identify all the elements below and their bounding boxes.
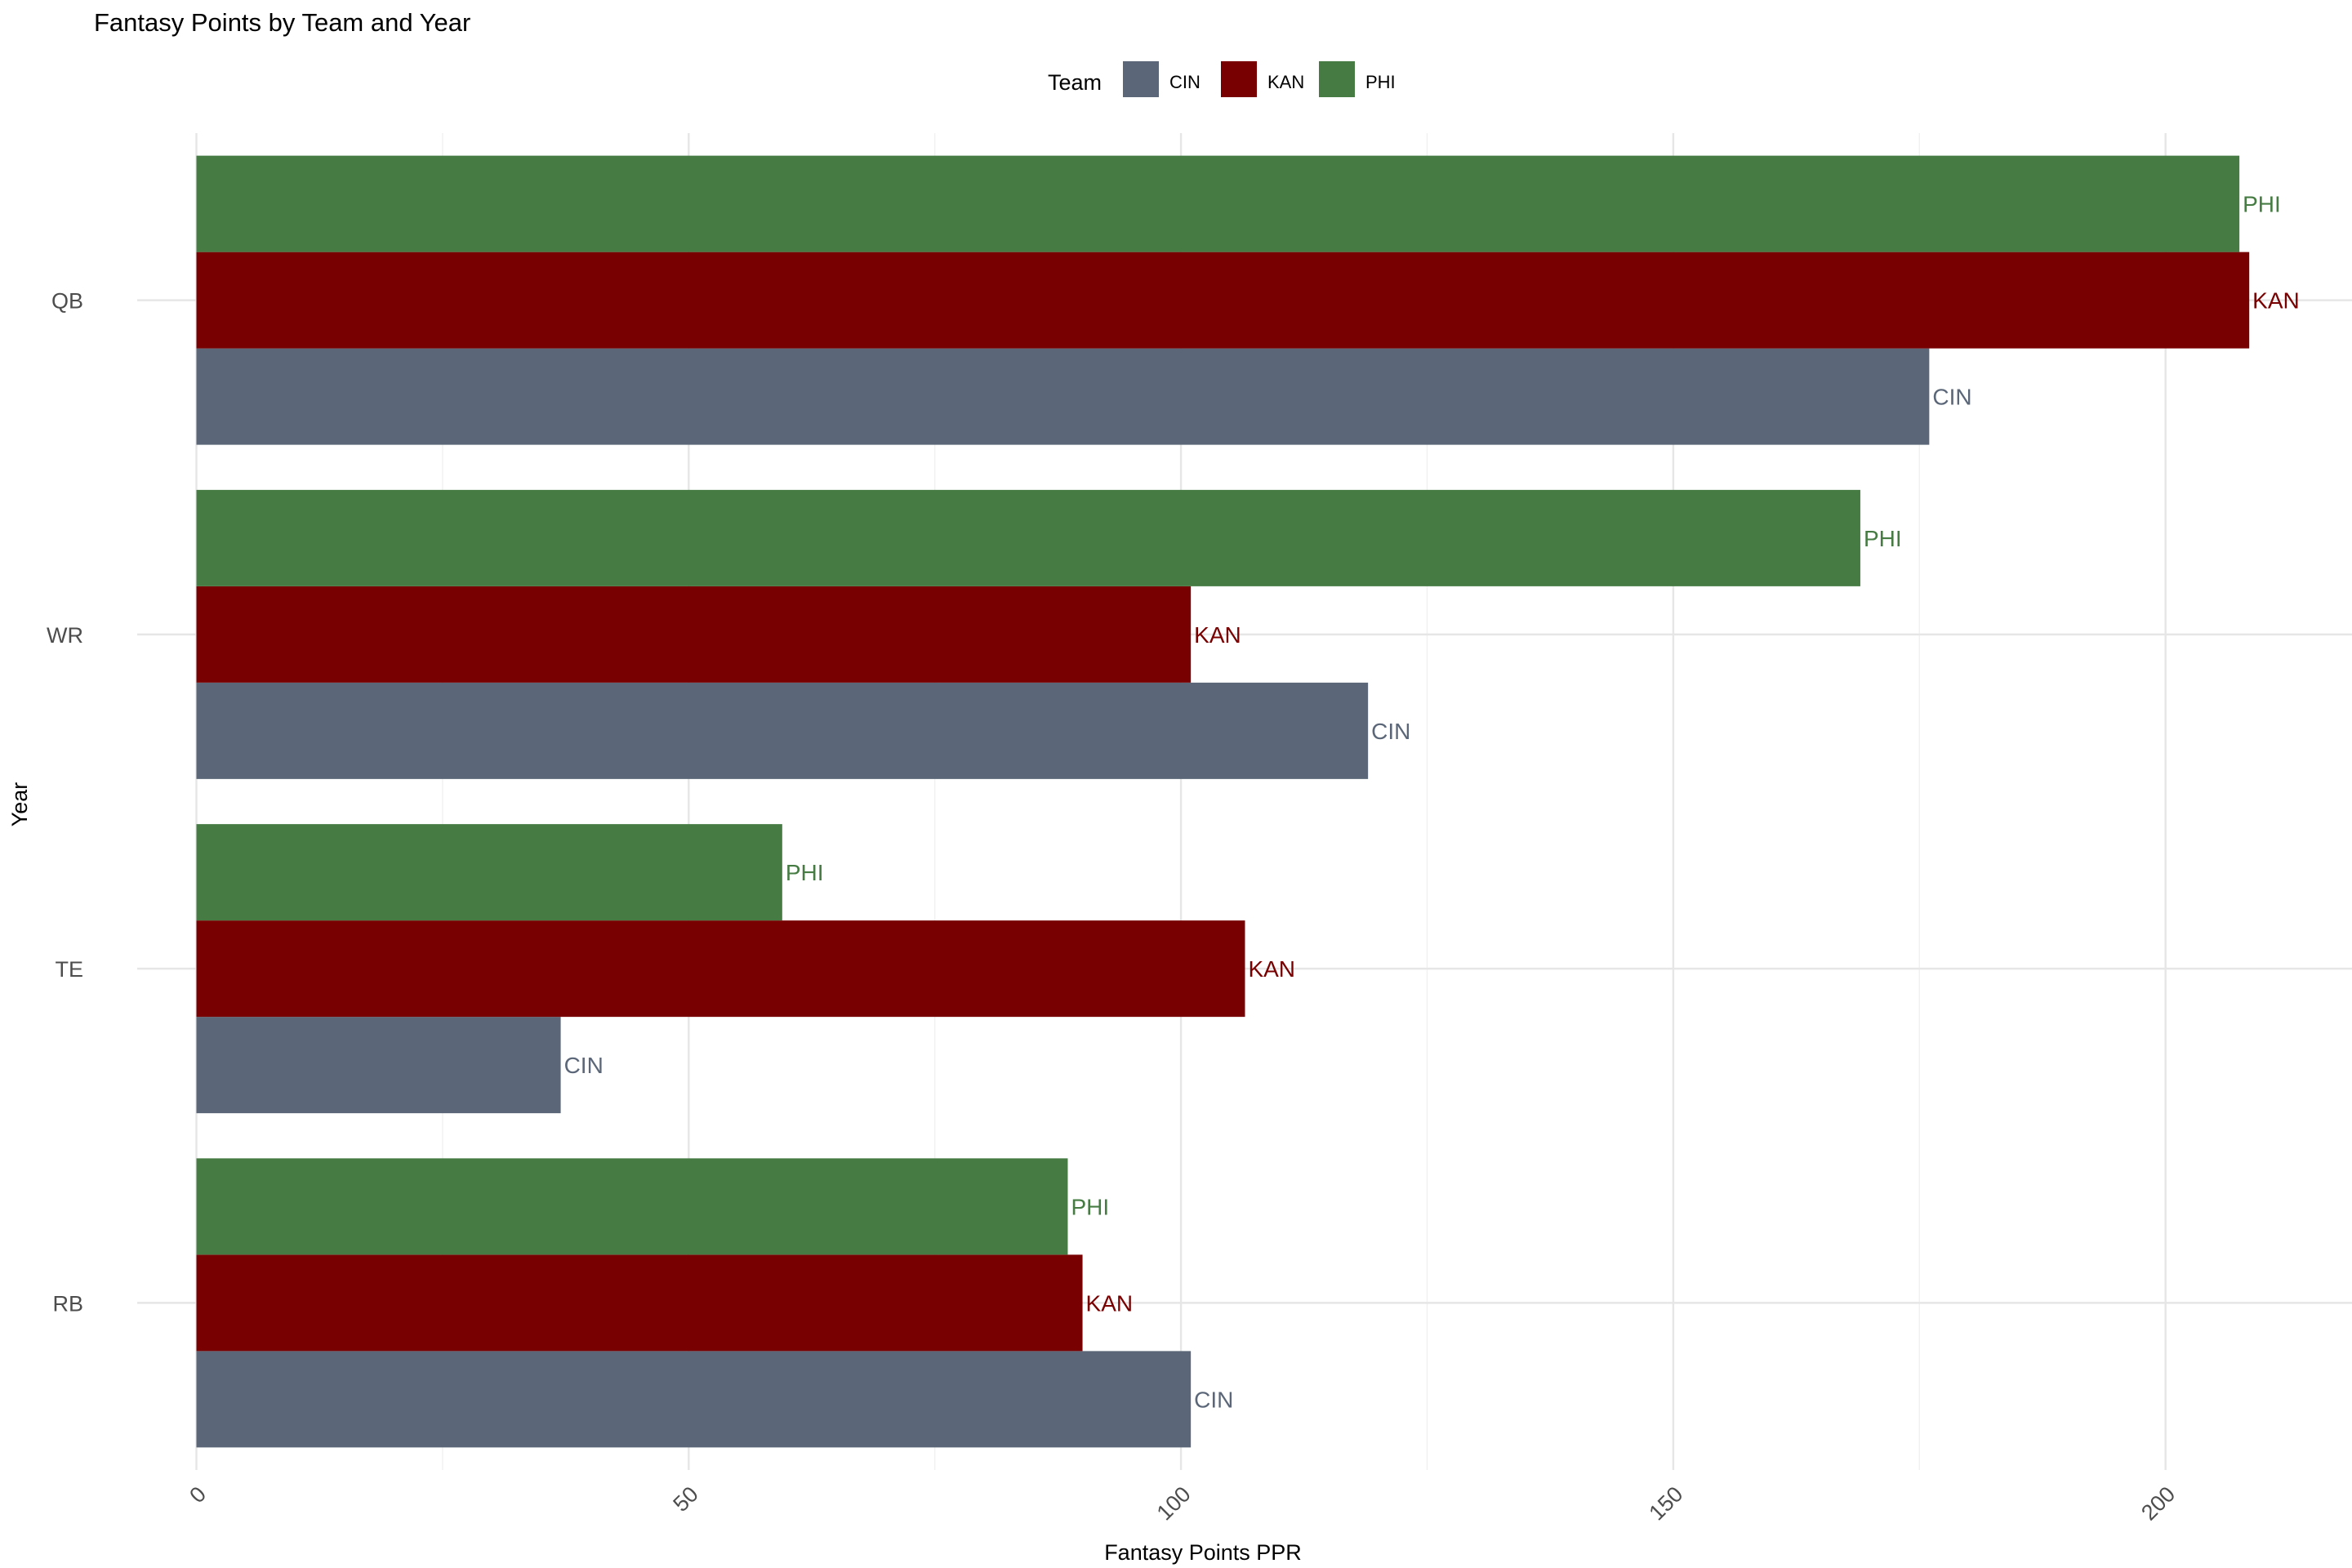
legend-swatch xyxy=(1123,61,1159,97)
legend: Team CIN KAN PHI xyxy=(1048,61,1396,97)
bar xyxy=(196,155,2240,252)
bar-data-label: PHI xyxy=(1864,526,1902,551)
bar-data-label: KAN xyxy=(1086,1290,1134,1316)
x-tick-label: 0 xyxy=(185,1481,211,1508)
bar-data-label: PHI xyxy=(1071,1194,1109,1219)
bar xyxy=(196,920,1245,1018)
y-tick-label: RB xyxy=(52,1291,83,1316)
bar xyxy=(196,252,2250,349)
y-tick-label: TE xyxy=(55,957,83,982)
bar-data-label: PHI xyxy=(2243,192,2281,217)
bar xyxy=(196,489,1860,586)
chart-title: Fantasy Points by Team and Year xyxy=(94,8,470,37)
x-tick-label: 50 xyxy=(668,1481,702,1516)
bar-data-label: KAN xyxy=(2252,288,2300,314)
bars xyxy=(196,155,2250,1448)
bar xyxy=(196,1351,1192,1448)
bar-data-label: PHI xyxy=(786,860,824,885)
bar xyxy=(196,1017,561,1114)
bar xyxy=(196,586,1192,683)
bar xyxy=(196,682,1369,779)
y-tick-label: WR xyxy=(47,623,83,648)
y-tick-label: QB xyxy=(51,289,83,314)
bar-data-label: KAN xyxy=(1248,956,1295,982)
legend-label: KAN xyxy=(1267,72,1304,92)
legend-title: Team xyxy=(1048,70,1102,95)
legend-swatch xyxy=(1319,61,1355,97)
bar-data-label: CIN xyxy=(564,1053,604,1078)
bar-data-label: CIN xyxy=(1194,1387,1233,1412)
x-tick-label: 150 xyxy=(1644,1481,1687,1525)
x-axis-ticks: 0 50 100 150 200 xyxy=(185,1481,2180,1525)
bar xyxy=(196,348,1930,445)
x-tick-label: 100 xyxy=(1152,1481,1196,1525)
x-axis-title: Fantasy Points PPR xyxy=(1104,1540,1302,1565)
y-axis-title: Year xyxy=(7,782,32,827)
y-axis-ticks: QB WR TE RB xyxy=(47,289,83,1316)
x-tick-label: 200 xyxy=(2136,1481,2180,1525)
bar xyxy=(196,1254,1083,1352)
bar xyxy=(196,1158,1068,1255)
bar-labels: CIN KAN PHI CIN KAN PHI CIN KAN PHI CIN KAN PHI xyxy=(564,192,2300,1413)
legend-label: CIN xyxy=(1169,72,1200,92)
bar-data-label: CIN xyxy=(1932,385,1971,410)
legend-swatch xyxy=(1221,61,1257,97)
bar-data-label: CIN xyxy=(1371,719,1410,744)
bar xyxy=(196,824,782,921)
legend-label: PHI xyxy=(1365,72,1396,92)
bar-data-label: KAN xyxy=(1194,622,1241,648)
